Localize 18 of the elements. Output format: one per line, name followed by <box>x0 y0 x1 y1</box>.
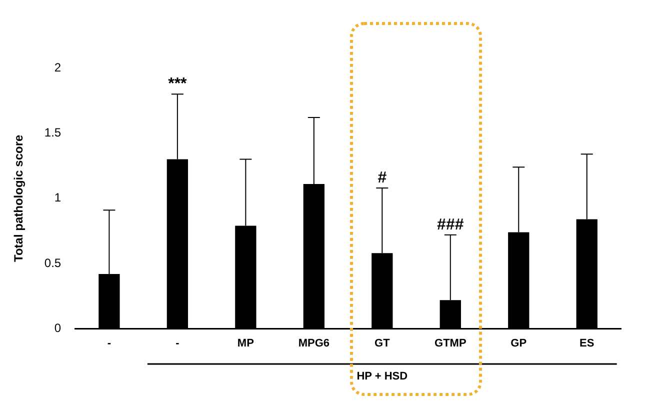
annotation: *** <box>168 75 188 92</box>
y-tick-label: 2 <box>54 60 62 74</box>
x-tick-label: GP <box>510 337 527 350</box>
text: HP + HSD <box>356 370 408 383</box>
x-tick-label: - <box>107 337 112 350</box>
y-axis-title: Total pathologic score <box>12 134 26 262</box>
annotation: ### <box>437 216 464 234</box>
x-tick-label: GTMP <box>434 337 466 350</box>
annotation: # <box>378 169 387 186</box>
x-tick-label: ES <box>580 337 594 350</box>
x-tick-label: MPG6 <box>298 337 330 350</box>
y-tick-label: 0.5 <box>44 256 62 270</box>
x-tick-label: MP <box>237 337 254 350</box>
x-tick-label: - <box>176 337 180 350</box>
y-tick-label: 1.5 <box>44 126 62 140</box>
x-tick-label: GT <box>374 337 390 350</box>
y-tick-label: 0 <box>54 321 62 336</box>
y-tick-label: 1 <box>54 190 62 205</box>
